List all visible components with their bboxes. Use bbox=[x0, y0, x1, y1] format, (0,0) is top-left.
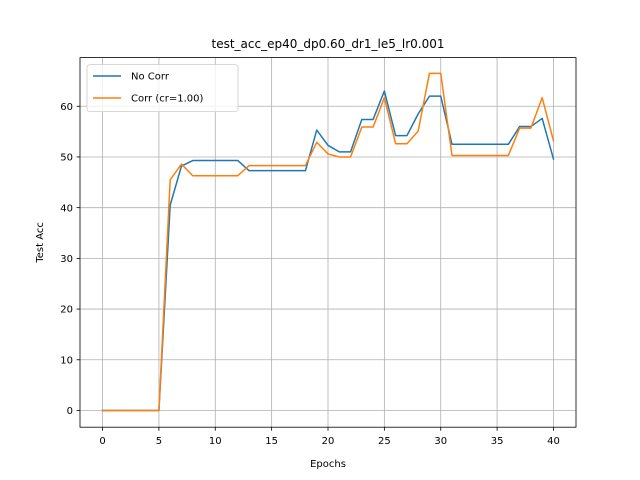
x-tick-label: 20 bbox=[322, 436, 335, 447]
x-tick-label: 35 bbox=[491, 436, 504, 447]
legend-label-no-corr: No Corr bbox=[131, 72, 170, 83]
series-line-corr-cr-1-00 bbox=[101, 72, 555, 412]
y-tick-label: 60 bbox=[60, 102, 73, 113]
x-tick-label: 0 bbox=[99, 436, 105, 447]
y-axis-label: Test Acc bbox=[35, 222, 46, 264]
x-axis-label: Epochs bbox=[310, 459, 346, 470]
x-tick-label: 15 bbox=[265, 436, 278, 447]
legend-label-corr: Corr (cr=1.00) bbox=[131, 94, 203, 105]
chart-title: test_acc_ep40_dp0.60_dr1_le5_lr0.001 bbox=[212, 37, 445, 51]
y-tick-label: 30 bbox=[60, 254, 73, 265]
legend-box bbox=[86, 64, 239, 112]
y-tick-label: 10 bbox=[60, 355, 73, 366]
plot-series bbox=[101, 72, 555, 412]
y-tick-label: 0 bbox=[67, 406, 73, 417]
x-tick-label: 40 bbox=[547, 436, 560, 447]
x-tick-label: 25 bbox=[378, 436, 391, 447]
series-line-no-corr bbox=[101, 90, 555, 412]
legend: No Corr Corr (cr=1.00) bbox=[86, 64, 239, 112]
x-tick-label: 10 bbox=[209, 436, 222, 447]
x-tick-label: 5 bbox=[156, 436, 162, 447]
x-tick-label: 30 bbox=[434, 436, 447, 447]
y-tick-label: 40 bbox=[60, 203, 73, 214]
y-tick-label: 50 bbox=[60, 153, 73, 164]
y-tick-label: 20 bbox=[60, 305, 73, 316]
grid bbox=[80, 57, 576, 428]
axis-ticks: 0 5 10 15 20 25 30 35 40 0 10 20 30 40 50 60 bbox=[60, 102, 560, 447]
